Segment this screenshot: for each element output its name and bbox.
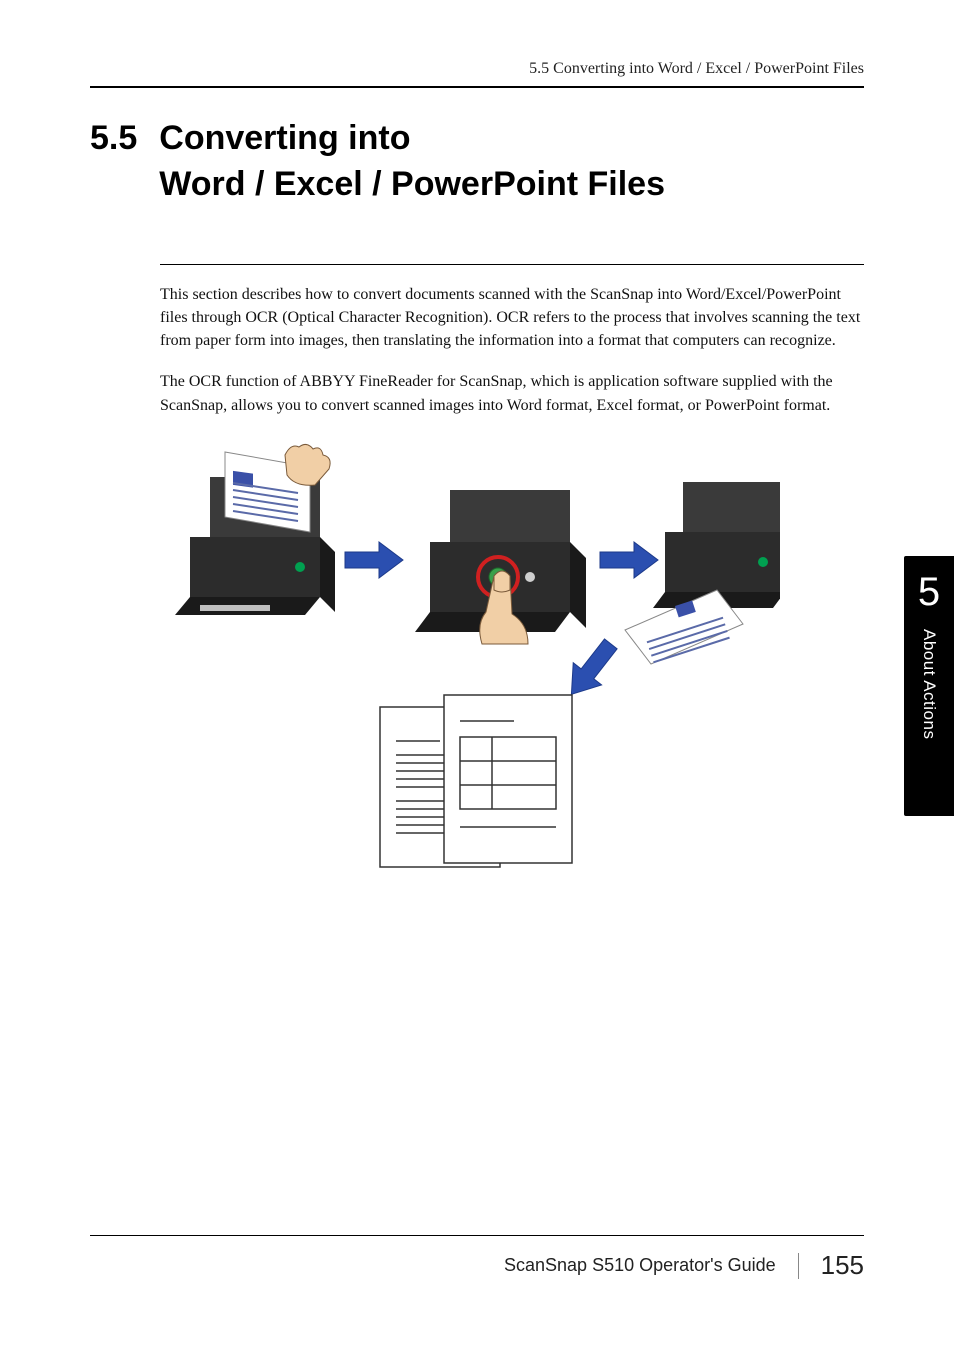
scanner-press-icon <box>415 490 586 644</box>
footer-divider <box>798 1253 799 1279</box>
page-footer: ScanSnap S510 Operator's Guide 155 <box>90 1235 864 1281</box>
section-rule <box>160 264 864 265</box>
heading-title: Converting into Word / Excel / PowerPoin… <box>159 116 665 208</box>
running-header: 5.5 Converting into Word / Excel / Power… <box>90 60 864 88</box>
arrow-right-icon <box>600 542 658 578</box>
footer-page-number: 155 <box>821 1250 864 1281</box>
output-documents-icon <box>380 695 572 867</box>
arrow-right-icon <box>345 542 403 578</box>
heading-line2: Word / Excel / PowerPoint Files <box>159 165 665 203</box>
paragraph-1: This section describes how to convert do… <box>160 283 864 353</box>
chapter-side-tab: 5 About Actions <box>904 556 954 816</box>
footer-guide-title: ScanSnap S510 Operator's Guide <box>504 1255 776 1276</box>
heading-line1: Converting into <box>159 119 410 157</box>
chapter-number: 5 <box>918 570 940 615</box>
scanner-feed-icon <box>175 444 335 615</box>
section-heading: 5.5 Converting into Word / Excel / Power… <box>90 116 864 208</box>
process-illustration <box>160 437 780 887</box>
paragraph-2: The OCR function of ABBYY FineReader for… <box>160 370 864 416</box>
heading-number: 5.5 <box>90 116 137 159</box>
scanner-output-icon <box>625 482 780 664</box>
chapter-label: About Actions <box>919 629 939 739</box>
